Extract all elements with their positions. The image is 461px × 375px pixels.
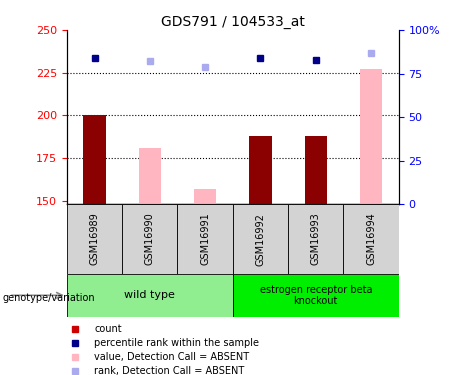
Bar [122, 204, 177, 274]
Bar [194, 189, 216, 204]
Text: count: count [94, 324, 122, 334]
Text: GSM16991: GSM16991 [200, 213, 210, 266]
Bar [249, 136, 272, 204]
Text: estrogen receptor beta
knockout: estrogen receptor beta knockout [260, 285, 372, 306]
Text: GSM16994: GSM16994 [366, 213, 376, 266]
Bar [139, 148, 161, 204]
Bar [67, 274, 233, 317]
Bar [177, 204, 233, 274]
Bar [67, 204, 122, 274]
Bar [305, 136, 327, 204]
Bar [233, 274, 399, 317]
Text: GSM16992: GSM16992 [255, 213, 266, 266]
Title: GDS791 / 104533_at: GDS791 / 104533_at [161, 15, 305, 29]
Text: genotype/variation: genotype/variation [2, 293, 95, 303]
Text: GSM16993: GSM16993 [311, 213, 321, 266]
Text: GSM16990: GSM16990 [145, 213, 155, 266]
Bar [83, 116, 106, 204]
Text: percentile rank within the sample: percentile rank within the sample [94, 338, 259, 348]
Bar [288, 204, 343, 274]
Bar [360, 69, 382, 204]
Text: GSM16989: GSM16989 [89, 213, 100, 266]
Bar [343, 204, 399, 274]
Bar [233, 204, 288, 274]
Text: rank, Detection Call = ABSENT: rank, Detection Call = ABSENT [94, 366, 244, 375]
Text: wild type: wild type [124, 290, 175, 300]
Text: value, Detection Call = ABSENT: value, Detection Call = ABSENT [94, 352, 249, 362]
